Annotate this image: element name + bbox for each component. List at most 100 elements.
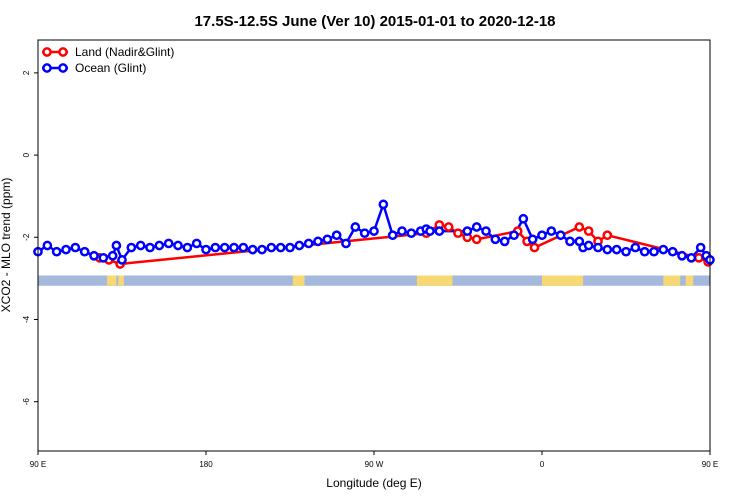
x-axis-label: Longitude (deg E) <box>326 476 421 490</box>
ocean-point <box>201 244 211 255</box>
x-tick-label: 90 E <box>30 460 46 469</box>
legend: Land (Nadir&Glint) Ocean (Glint) <box>42 45 174 75</box>
ocean-point <box>126 242 137 253</box>
surface-band <box>38 275 710 286</box>
y-tick-label: -2 <box>22 233 31 241</box>
x-tick-label: 90 E <box>702 460 718 469</box>
ocean-point <box>677 250 687 261</box>
legend-ocean-marker <box>58 63 68 73</box>
y-tick-label: -6 <box>22 398 31 406</box>
chart-title: 17.5S-12.5S June (Ver 10) 2015-01-01 to … <box>194 13 555 30</box>
ocean-point <box>639 246 650 257</box>
ocean-point <box>182 242 193 253</box>
x-tick-label: 180 <box>199 460 213 469</box>
ocean-point <box>378 199 389 210</box>
legend-ocean-marker <box>42 63 52 73</box>
ocean-point <box>359 228 370 239</box>
ocean-point <box>331 230 342 241</box>
ocean-point <box>191 238 202 249</box>
ocean-point <box>686 252 697 263</box>
ocean-point <box>294 240 305 251</box>
ocean-point <box>583 240 594 251</box>
ocean-point <box>285 242 295 253</box>
ocean-point <box>537 230 547 241</box>
ocean-point <box>210 242 221 253</box>
land-band-patch <box>663 275 681 286</box>
ocean-point <box>89 250 99 261</box>
ocean-point <box>695 242 706 253</box>
ocean-point <box>350 222 361 232</box>
ocean-point <box>658 244 669 255</box>
land-band-patch <box>118 275 124 286</box>
ocean-point <box>527 234 538 245</box>
data-points <box>33 199 715 269</box>
land-point <box>471 234 482 245</box>
y-axis: 2 0 -2 -4 -6 <box>22 70 38 405</box>
ocean-point <box>51 246 62 257</box>
ocean-point <box>42 240 53 251</box>
ocean-point <box>555 230 566 241</box>
ocean-point <box>107 250 118 261</box>
ocean-point <box>79 246 90 257</box>
x-axis: 90 E 180 90 W 0 90 E <box>30 451 718 469</box>
ocean-point <box>667 246 678 257</box>
x-tick-label: 0 <box>540 460 545 469</box>
legend-land-marker <box>58 47 68 57</box>
land-band-patch <box>542 275 584 286</box>
land-point <box>453 228 463 239</box>
y-tick-label: 0 <box>22 152 31 157</box>
land-point <box>693 252 704 263</box>
land-point <box>602 230 613 241</box>
ocean-point <box>397 226 407 236</box>
ocean-point <box>154 240 165 251</box>
ocean-point <box>462 226 473 236</box>
land-point <box>574 222 585 232</box>
y-axis-label: XCO2 - MLO trend (ppm) <box>0 178 13 313</box>
ocean-point <box>499 236 510 247</box>
ocean-point <box>602 244 613 255</box>
ocean-point <box>649 246 659 257</box>
ocean-point <box>61 244 71 255</box>
ocean-point <box>593 242 603 253</box>
ocean-point <box>219 242 230 253</box>
ocean-point <box>611 244 622 255</box>
ocean-point <box>518 213 529 224</box>
land-band-patch <box>685 275 694 286</box>
ocean-point <box>229 242 239 253</box>
ocean-point <box>471 222 482 232</box>
ocean-point <box>145 242 155 253</box>
ocean-point <box>303 238 314 249</box>
ocean-point <box>257 244 267 255</box>
land-band-patch <box>416 275 453 286</box>
ocean-point <box>247 244 258 255</box>
ocean-point <box>425 226 435 236</box>
land-point <box>583 226 594 236</box>
ocean-point <box>163 238 174 249</box>
ocean-point <box>341 238 351 249</box>
ocean-point <box>546 226 557 236</box>
land-point <box>443 222 454 232</box>
ocean-point <box>173 240 183 251</box>
ocean-point <box>565 236 575 247</box>
ocean-point <box>135 240 146 251</box>
ocean-point <box>275 242 286 253</box>
ocean-point <box>387 230 398 241</box>
ocean-point <box>369 226 379 236</box>
ocean-point <box>434 226 445 236</box>
y-tick-label: 2 <box>22 70 31 75</box>
y-tick-label: -4 <box>22 315 31 323</box>
ocean-point <box>322 234 333 245</box>
ocean-point <box>70 242 81 253</box>
legend-land-label: Land (Nadir&Glint) <box>75 45 174 59</box>
ocean-point <box>238 242 249 253</box>
x-tick-label: 90 W <box>365 460 384 469</box>
ocean-point <box>98 252 109 263</box>
land-point <box>529 242 540 253</box>
ocean-point <box>481 226 491 236</box>
ocean-point <box>630 242 641 253</box>
ocean-point <box>117 255 127 265</box>
ocean-point <box>490 234 501 245</box>
ocean-point <box>266 242 277 253</box>
ocean-point <box>313 236 323 247</box>
